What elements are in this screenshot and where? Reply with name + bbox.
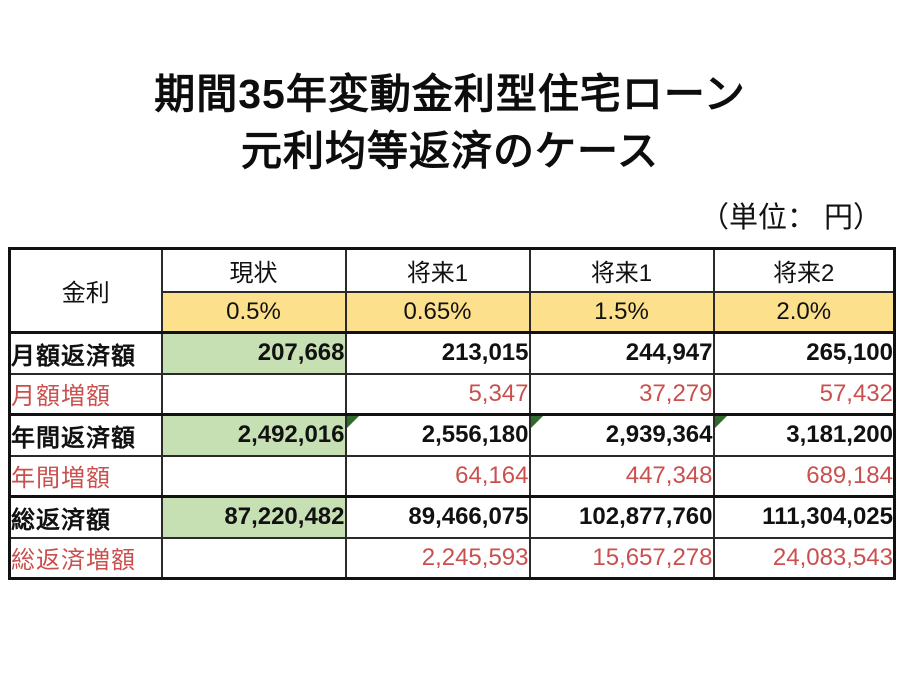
row-total-increase: 総返済増額 2,245,593 15,657,278 24,083,543 [8, 536, 896, 580]
cell-total-repayment-future-1b: 102,877,760 [528, 495, 715, 539]
row-label-monthly-increase: 月額増額 [8, 372, 163, 416]
cell-annual-increase-future-1b: 447,348 [528, 454, 715, 498]
error-indicator-triangle-icon [346, 416, 359, 428]
page-title: 期間35年変動金利型住宅ローン 元利均等返済のケース [0, 66, 900, 180]
cell-monthly-increase-future-2: 57,432 [712, 372, 896, 416]
cell-total-increase-future-2: 24,083,543 [712, 536, 896, 580]
cell-value: 2,939,364 [605, 421, 713, 449]
error-indicator-triangle-icon [714, 416, 727, 428]
row-annual-repayment: 年間返済額 2,492,016 2,556,180 2,939,364 3,18… [8, 413, 896, 457]
row-label-total-repayment: 総返済額 [8, 495, 163, 539]
cell-total-increase-future-1a: 2,245,593 [344, 536, 531, 580]
row-monthly-increase: 月額増額 5,347 37,279 57,432 [8, 372, 896, 416]
header-row-scenarios: 金利 現状 将来1 将来1 将来2 [8, 247, 896, 334]
row-annual-increase: 年間増額 64,164 447,348 689,184 [8, 454, 896, 498]
cell-annual-increase-future-1a: 64,164 [344, 454, 531, 498]
cell-monthly-increase-future-1b: 37,279 [528, 372, 715, 416]
cell-value: 3,181,200 [786, 421, 893, 449]
header-row-rates: 0.5% 0.65% 1.5% 2.0% [10, 290, 896, 334]
title-line-2: 元利均等返済のケース [241, 128, 659, 174]
cell-monthly-repayment-future-2: 265,100 [712, 331, 896, 375]
corner-label-rate: 金利 [8, 247, 163, 334]
rate-future-1a: 0.65% [344, 290, 531, 334]
row-total-repayment: 総返済額 87,220,482 89,466,075 102,877,760 1… [8, 495, 896, 539]
cell-annual-repayment-current: 2,492,016 [160, 413, 347, 457]
cell-annual-increase-future-2: 689,184 [712, 454, 896, 498]
scenario-header-future-1a: 将来1 [344, 247, 531, 293]
title-line-1: 期間35年変動金利型住宅ローン [154, 71, 746, 117]
row-label-monthly-repayment: 月額返済額 [8, 331, 163, 375]
cell-value: 2,556,180 [421, 421, 529, 449]
row-label-annual-repayment: 年間返済額 [8, 413, 163, 457]
cell-total-repayment-future-1a: 89,466,075 [344, 495, 531, 539]
cell-monthly-repayment-future-1a: 213,015 [344, 331, 531, 375]
cell-total-repayment-current: 87,220,482 [160, 495, 347, 539]
cell-annual-increase-current [160, 454, 347, 498]
scenario-header-current: 現状 [160, 247, 347, 293]
cell-monthly-increase-future-1a: 5,347 [344, 372, 531, 416]
scenario-header-future-1b: 将来1 [528, 247, 715, 293]
cell-monthly-increase-current [160, 372, 347, 416]
cell-total-increase-future-1b: 15,657,278 [528, 536, 715, 580]
cell-annual-repayment-future-2: 3,181,200 [712, 413, 896, 457]
row-label-total-increase: 総返済増額 [8, 536, 163, 580]
row-label-annual-increase: 年間増額 [8, 454, 163, 498]
unit-label: （単位： 円） [699, 202, 882, 234]
row-monthly-repayment: 月額返済額 207,668 213,015 244,947 265,100 [8, 331, 896, 375]
rate-current: 0.5% [160, 290, 347, 334]
rate-future-1b: 1.5% [528, 290, 715, 334]
error-indicator-triangle-icon [530, 416, 543, 428]
cell-monthly-repayment-current: 207,668 [160, 331, 347, 375]
cell-annual-repayment-future-1b: 2,939,364 [528, 413, 715, 457]
cell-annual-repayment-future-1a: 2,556,180 [344, 413, 531, 457]
cell-monthly-repayment-future-1b: 244,947 [528, 331, 715, 375]
loan-comparison-table: 金利 現状 将来1 将来1 将来2 0.5% 0.65% 1.5% 2.0% 月… [8, 247, 896, 580]
rate-future-2: 2.0% [712, 290, 896, 334]
cell-total-repayment-future-2: 111,304,025 [712, 495, 896, 539]
scenario-header-future-2: 将来2 [712, 247, 896, 293]
cell-total-increase-current [160, 536, 347, 580]
